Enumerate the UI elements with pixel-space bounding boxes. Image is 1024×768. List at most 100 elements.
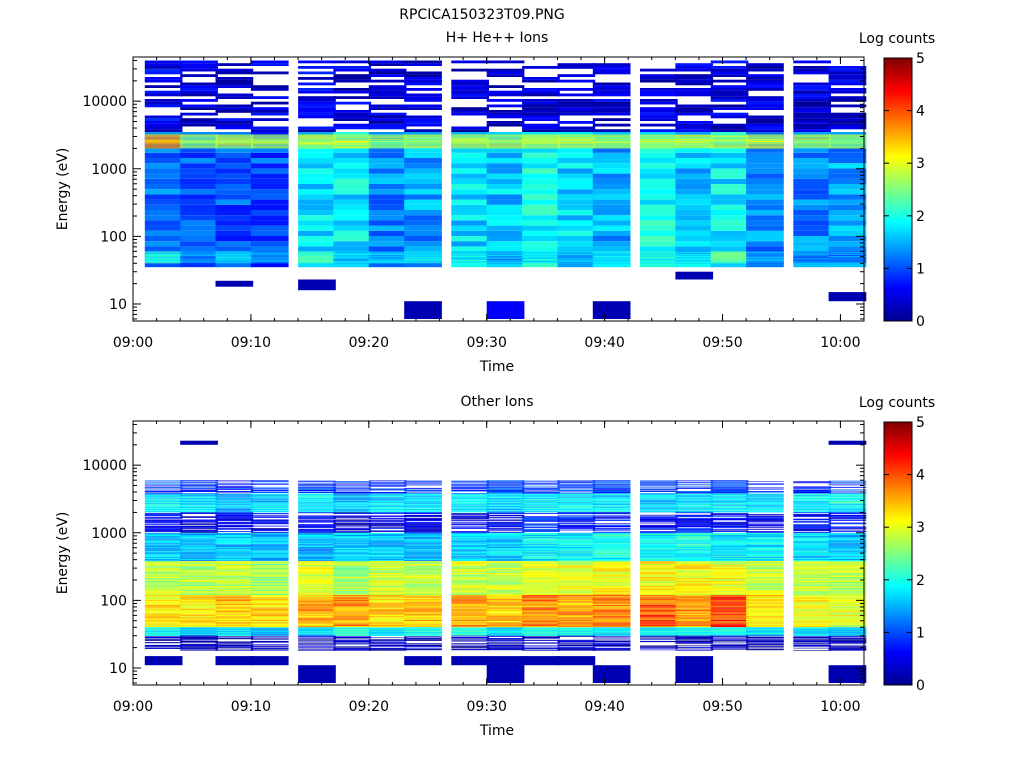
heatmap-cell — [451, 236, 489, 242]
heatmap-cell — [451, 142, 489, 143]
heatmap-cell — [522, 141, 560, 142]
heatmap-cell — [333, 635, 372, 636]
heatmap-cell — [522, 632, 560, 633]
heatmap-cell — [451, 163, 489, 169]
heatmap-cell — [215, 118, 254, 121]
heatmap-cell — [710, 524, 749, 525]
heatmap-cell — [180, 93, 218, 97]
heatmap-cell — [522, 604, 560, 607]
heatmap-cell — [710, 484, 749, 486]
heatmap-cell — [451, 204, 489, 210]
heatmap-cell — [404, 189, 442, 195]
heatmap-cell — [215, 252, 254, 254]
heatmap-cell — [180, 260, 218, 261]
heatmap-cell — [404, 580, 442, 582]
heatmap-cell — [404, 504, 442, 506]
heatmap-cell — [746, 559, 784, 561]
heatmap-cell — [557, 74, 596, 77]
heatmap-cell — [828, 538, 867, 540]
heatmap-cell — [250, 138, 289, 140]
heatmap-cell — [451, 220, 489, 226]
heatmap-cell — [333, 112, 372, 116]
heatmap-cell — [592, 509, 631, 511]
heatmap-cell — [746, 135, 784, 136]
heatmap-cell — [404, 204, 442, 210]
heatmap-cell — [404, 540, 442, 542]
heatmap-cell — [215, 532, 254, 534]
heatmap-cell — [144, 633, 183, 635]
heatmap-cell — [486, 499, 525, 501]
heatmap-cell — [557, 588, 596, 590]
heatmap-cell — [333, 507, 372, 508]
heatmap-cell — [404, 587, 442, 589]
heatmap-cell — [180, 141, 218, 142]
heatmap-cell — [333, 537, 372, 539]
heatmap-cell — [215, 579, 254, 581]
heatmap-cell — [180, 562, 218, 564]
heatmap-cell — [592, 511, 631, 513]
heatmap-cell — [333, 566, 372, 568]
heatmap-cell — [592, 621, 631, 623]
heatmap-cell — [250, 630, 289, 632]
heatmap-cell — [180, 253, 218, 255]
heatmap-cell — [298, 527, 336, 529]
heatmap-cell — [557, 597, 596, 599]
heatmap-cell — [404, 565, 442, 567]
heatmap-cell — [710, 602, 749, 604]
heatmap-cell — [215, 230, 254, 236]
heatmap-cell — [522, 500, 560, 501]
heatmap-cell — [640, 526, 678, 528]
heatmap-cell — [215, 595, 254, 597]
heatmap-cell — [592, 603, 631, 605]
heatmap-cell — [486, 601, 525, 603]
heatmap-cell — [451, 503, 489, 505]
heatmap-cell — [333, 598, 372, 600]
heatmap-cell — [486, 252, 525, 253]
x-tick-label: 09:30 — [467, 335, 507, 351]
heatmap-cell — [368, 506, 407, 508]
heatmap-cell — [333, 517, 372, 518]
heatmap-cell — [180, 158, 218, 164]
heatmap-cell — [144, 572, 183, 575]
heatmap-cell — [557, 261, 596, 263]
heatmap-cell — [250, 255, 289, 256]
heatmap-cell — [710, 569, 749, 571]
heatmap-cell — [451, 254, 489, 256]
heatmap-cell — [250, 509, 289, 511]
heatmap-cell — [592, 497, 631, 498]
heatmap-cell — [793, 230, 831, 236]
heatmap-cell — [793, 537, 831, 539]
heatmap-cell — [404, 623, 442, 625]
heatmap-cell — [592, 163, 631, 169]
heatmap-cell — [144, 569, 183, 571]
heatmap-cell — [451, 517, 489, 518]
heatmap-cell — [746, 484, 784, 485]
heatmap-cell — [592, 138, 631, 139]
heatmap-cell — [333, 147, 372, 148]
heatmap-cell — [592, 88, 631, 91]
heatmap-cell — [250, 481, 289, 483]
heatmap-cell — [333, 630, 372, 632]
heatmap-cell — [333, 633, 372, 634]
heatmap-cell — [793, 141, 831, 142]
heatmap-cell — [828, 255, 867, 256]
heatmap-cell — [557, 591, 596, 593]
heatmap-cell — [486, 145, 525, 146]
heatmap-cell — [640, 173, 678, 179]
heatmap-cell — [592, 514, 631, 516]
heatmap-cell — [828, 579, 867, 581]
heatmap-cell — [710, 521, 749, 523]
heatmap-cell — [486, 532, 525, 534]
heatmap-cell — [404, 584, 442, 586]
heatmap-cell — [522, 253, 560, 254]
heatmap-cell — [144, 252, 183, 254]
heatmap-cell — [675, 517, 714, 519]
heatmap-cell — [828, 112, 867, 116]
heatmap-cell — [451, 251, 489, 252]
heatmap-cell — [215, 541, 254, 543]
colorbar-tick-label: 2 — [916, 209, 925, 225]
heatmap-cell — [180, 488, 218, 489]
heatmap-cell — [522, 519, 560, 521]
heatmap-cell — [522, 612, 560, 614]
heatmap-cell — [675, 556, 714, 558]
